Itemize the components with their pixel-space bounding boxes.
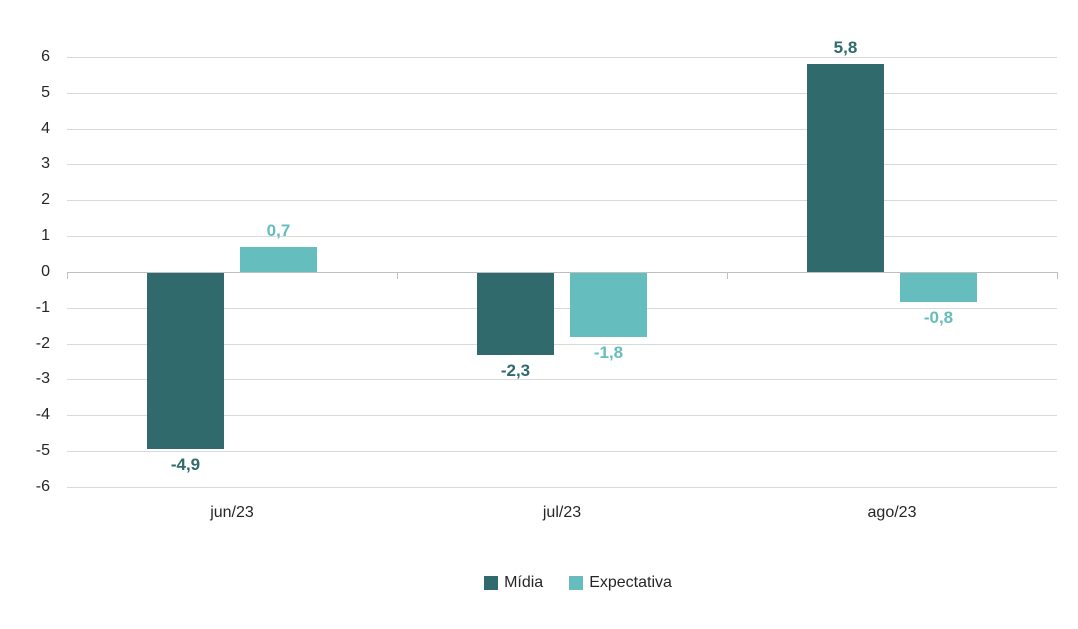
gridline (67, 164, 1057, 166)
y-axis-tick-label: 2 (41, 191, 50, 209)
gridline (67, 57, 1057, 58)
x-axis-category-label: jun/23 (210, 503, 254, 521)
x-axis-category-label: jul/23 (542, 503, 582, 521)
value-label: -4,9 (170, 454, 201, 474)
value-label: 5,8 (833, 38, 858, 58)
axis-boundary-tick (397, 271, 398, 279)
axis-boundary-tick (67, 271, 68, 279)
y-axis-tick-label: 0 (41, 262, 50, 280)
y-axis-tick-label: -6 (35, 477, 50, 495)
zero-axis-line (67, 271, 1057, 273)
x-axis-category-label: ago/23 (867, 503, 917, 521)
bar-expectativa-jun23 (240, 246, 317, 272)
y-axis-tick-label: -5 (35, 442, 50, 460)
y-axis-tick-label: -3 (35, 370, 50, 388)
bar-midia-jun23 (147, 272, 224, 449)
axis-boundary-tick (727, 271, 728, 279)
gridline (67, 307, 1057, 309)
legend-swatch-icon (569, 576, 584, 590)
y-axis-tick-label: -1 (35, 298, 50, 316)
gridline (67, 92, 1057, 94)
bar-expectativa-jul23 (570, 272, 647, 338)
legend-label: Expectativa (589, 574, 672, 591)
gridline (67, 128, 1057, 130)
gridline (67, 236, 1057, 238)
y-axis-tick-label: 3 (41, 155, 50, 173)
gridline (67, 379, 1057, 381)
legend: Mídia Expectativa (83, 574, 1073, 592)
y-axis-tick-label: -2 (35, 334, 50, 352)
gridline (67, 343, 1057, 345)
y-axis-tick-label: 1 (41, 227, 50, 245)
legend-swatch-icon (484, 576, 499, 590)
bar-midia-ago23 (807, 64, 884, 272)
value-label: -1,8 (593, 343, 624, 363)
gridline (67, 486, 1057, 488)
gridline (67, 415, 1057, 417)
y-axis-tick-label: 4 (41, 119, 50, 137)
legend-item-midia: Mídia (484, 574, 543, 592)
value-label: 0,7 (266, 220, 291, 240)
y-axis-tick-label: -4 (35, 406, 50, 424)
value-label: -2,3 (500, 361, 531, 381)
value-label: -0,8 (923, 307, 954, 327)
bar-midia-jul23 (477, 272, 554, 356)
legend-label: Mídia (504, 574, 544, 591)
y-axis-tick-label: 5 (41, 83, 50, 101)
legend-item-expectativa: Expectativa (569, 574, 672, 592)
gridline (67, 451, 1057, 453)
gridline (67, 200, 1057, 202)
bar-expectativa-ago23 (900, 272, 977, 302)
axis-boundary-tick (1057, 271, 1058, 279)
y-axis-tick-label: 6 (41, 48, 50, 65)
